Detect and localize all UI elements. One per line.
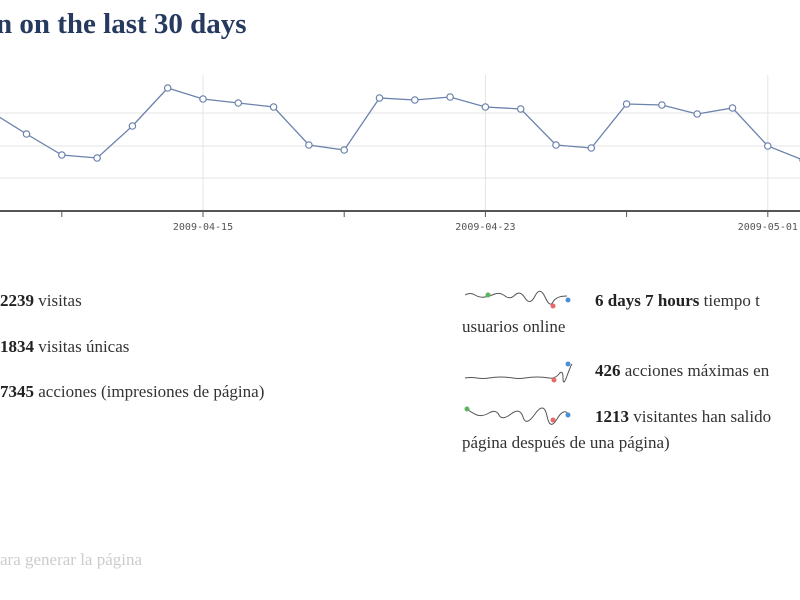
point [269,103,278,111]
stat-value: 2239 [0,291,34,310]
stat-continued: página después de una página) [462,433,670,452]
point [57,151,66,159]
stat-label: tiempo t [703,291,760,310]
point [234,99,243,107]
point [375,94,384,102]
point [128,122,137,130]
stat-label: visitantes han salido [633,407,772,426]
stat-value: 6 days 7 hours [595,291,700,310]
line [0,87,800,160]
point [552,141,560,149]
x-tick-label: 2009-04-15 [173,222,233,233]
stat-label: visitas [38,291,82,310]
stat-value: 1213 [595,407,629,426]
stat: 426 acciones máximas en [595,361,769,381]
point [22,130,31,138]
stat-value: 426 [595,361,621,380]
footer-text: ara generar la página [0,550,143,569]
sparkline [464,290,568,305]
point [446,93,454,101]
sparklines [464,290,573,425]
point [516,105,525,113]
spark-min [551,377,557,383]
point [305,141,313,149]
sparkline [464,363,573,383]
point [587,144,596,152]
spark-min [550,303,556,309]
point [658,101,666,109]
spark-max [464,406,470,412]
spark-max [485,292,491,298]
stat-label: acciones (impresiones de página) [38,382,265,401]
sparkline [466,407,570,425]
point [410,96,419,104]
stat: 7345 acciones (impresiones de página) [0,382,264,402]
stat-value: 1834 [0,337,34,356]
stat-continued: usuarios online [462,317,566,336]
point [340,146,349,154]
stat: 1213 visitantes han salido [595,407,771,427]
page-title: n on the last 30 days [0,8,247,40]
spark-min [550,417,556,423]
stat: 2239 visitas [0,291,82,311]
point [481,103,490,111]
point [763,142,772,150]
stat: 6 days 7 hours tiempo t [595,291,760,311]
stat-label: visitas únicas [38,337,130,356]
spark-last [565,361,571,367]
point [693,110,702,118]
stat-value: 7345 [0,382,34,401]
x-tick-label: 2009-04-23 [455,222,515,233]
point [622,100,631,108]
spark-last [565,412,571,418]
chart: 2009-04-15 2009-04-23 2009-05-01 [0,75,800,233]
point [163,84,172,92]
point [93,154,101,162]
x-tick-label: 2009-05-01 [738,222,798,233]
stat: 1834 visitas únicas [0,337,129,357]
point [728,104,737,112]
point [199,95,207,103]
spark-last [565,297,571,303]
stat-label: acciones máximas en [624,361,770,380]
